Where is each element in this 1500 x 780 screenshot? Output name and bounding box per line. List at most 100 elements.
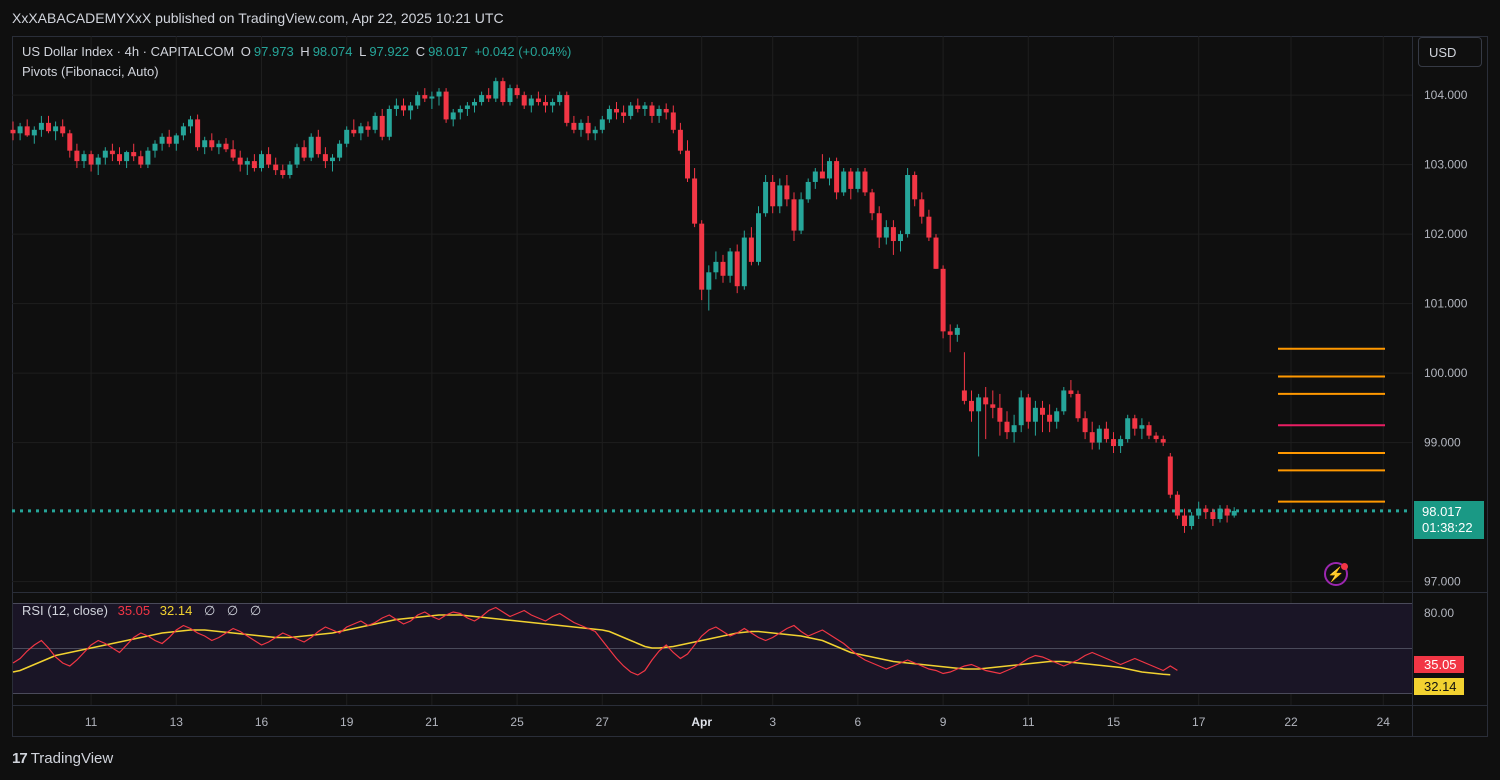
candle	[1182, 508, 1187, 533]
candle-body	[976, 397, 982, 412]
candle-body	[422, 95, 428, 99]
candle-body	[1047, 414, 1053, 422]
candle-body	[315, 136, 321, 155]
candle	[507, 84, 513, 106]
candle	[479, 91, 485, 106]
candle	[10, 121, 16, 141]
candle	[550, 98, 556, 113]
candle	[1032, 400, 1038, 436]
lightning-icon[interactable]: ⚡	[1324, 562, 1348, 586]
candle-body	[706, 272, 712, 290]
candle-body	[287, 164, 293, 175]
time-tick-label: 22	[1284, 715, 1298, 729]
candle	[102, 147, 108, 165]
candle-body	[763, 181, 769, 214]
candle-body	[1004, 421, 1010, 433]
candle-body	[954, 327, 960, 335]
rsi-title[interactable]: RSI (12, close)	[22, 603, 108, 618]
candle	[379, 108, 385, 141]
candle	[1054, 407, 1060, 429]
candle-body	[543, 102, 548, 106]
price-tick-label: 97.000	[1424, 575, 1461, 589]
symbol-legend[interactable]: US Dollar Index · 4h · CAPITALCOM O 97.97…	[22, 44, 577, 59]
rsi-line	[12, 606, 1178, 676]
price-axis: 104.000 103.000 102.000 101.000 100.000 99.00…	[1424, 88, 1468, 620]
last-price-label: 98.017 01:38:22	[1414, 501, 1484, 539]
candle	[1096, 425, 1102, 450]
candle-body	[1139, 425, 1145, 429]
candle-body	[173, 135, 179, 144]
candle	[1203, 505, 1209, 520]
rsi-legend[interactable]: RSI (12, close) 35.05 32.14 ∅ ∅ ∅	[22, 603, 261, 619]
candle-body	[159, 136, 165, 144]
last-price-value: 98.017	[1422, 504, 1462, 519]
price-tick-label: 102.000	[1424, 227, 1468, 241]
candle	[315, 129, 321, 158]
candle	[784, 175, 790, 207]
candle-body	[152, 143, 158, 151]
candle	[635, 98, 641, 113]
candle-body	[528, 98, 534, 106]
candle	[429, 91, 435, 109]
candle	[628, 102, 634, 120]
candle	[997, 393, 1003, 436]
candle-body	[1011, 425, 1017, 433]
candle-body	[1068, 390, 1074, 394]
candle	[642, 102, 648, 116]
candle	[1189, 512, 1195, 530]
candle	[727, 247, 733, 283]
candle	[95, 154, 101, 175]
candle-body	[919, 199, 925, 217]
candle-body	[81, 154, 87, 162]
candle-body	[17, 126, 23, 134]
candle	[365, 121, 371, 137]
candle-body	[670, 112, 676, 130]
candle	[31, 126, 37, 144]
candle	[88, 150, 94, 172]
candle	[1075, 390, 1081, 422]
currency-selector[interactable]: USD	[1418, 37, 1482, 67]
candle-body	[67, 133, 73, 151]
candle-body	[195, 119, 201, 148]
top-bar: XxXABACADEMYXxX published on TradingView…	[0, 0, 1500, 36]
low-value: 97.922	[369, 44, 410, 59]
candle-body	[784, 185, 790, 200]
candle-body	[578, 122, 584, 130]
candle-body	[472, 102, 477, 106]
candle-body	[699, 223, 705, 290]
candle	[67, 129, 73, 158]
candle-body	[855, 171, 861, 189]
rsi-value-badge: 35.05	[1414, 656, 1464, 673]
candle	[195, 114, 201, 151]
candle-body	[95, 157, 101, 165]
time-tick-label: 21	[425, 715, 439, 729]
candle	[145, 147, 151, 169]
candle	[273, 157, 279, 175]
candle-body	[791, 199, 797, 231]
candle-body	[145, 150, 151, 165]
candle-body	[102, 150, 108, 158]
candle-body	[961, 390, 967, 401]
time-tick-label: 19	[340, 715, 354, 729]
time-tick-label: 11	[1022, 715, 1035, 729]
symbol-name[interactable]: US Dollar Index · 4h · CAPITALCOM	[22, 44, 235, 59]
candle-body	[1231, 510, 1237, 516]
candle	[1004, 411, 1010, 440]
candle-body	[202, 140, 208, 148]
candle	[337, 140, 343, 162]
candle-body	[436, 91, 442, 97]
candle-body	[1096, 428, 1102, 443]
candle-body	[741, 237, 747, 287]
candle-body	[777, 185, 783, 207]
candle	[521, 91, 527, 109]
candle-body	[564, 95, 570, 123]
candle	[38, 115, 44, 137]
candle	[954, 324, 960, 342]
indicator-legend[interactable]: Pivots (Fibonacci, Auto)	[22, 64, 159, 79]
candle	[1160, 435, 1166, 447]
candle	[606, 105, 612, 123]
candle-body	[1118, 439, 1124, 447]
candle-body	[592, 129, 598, 134]
candle-body	[635, 105, 641, 109]
